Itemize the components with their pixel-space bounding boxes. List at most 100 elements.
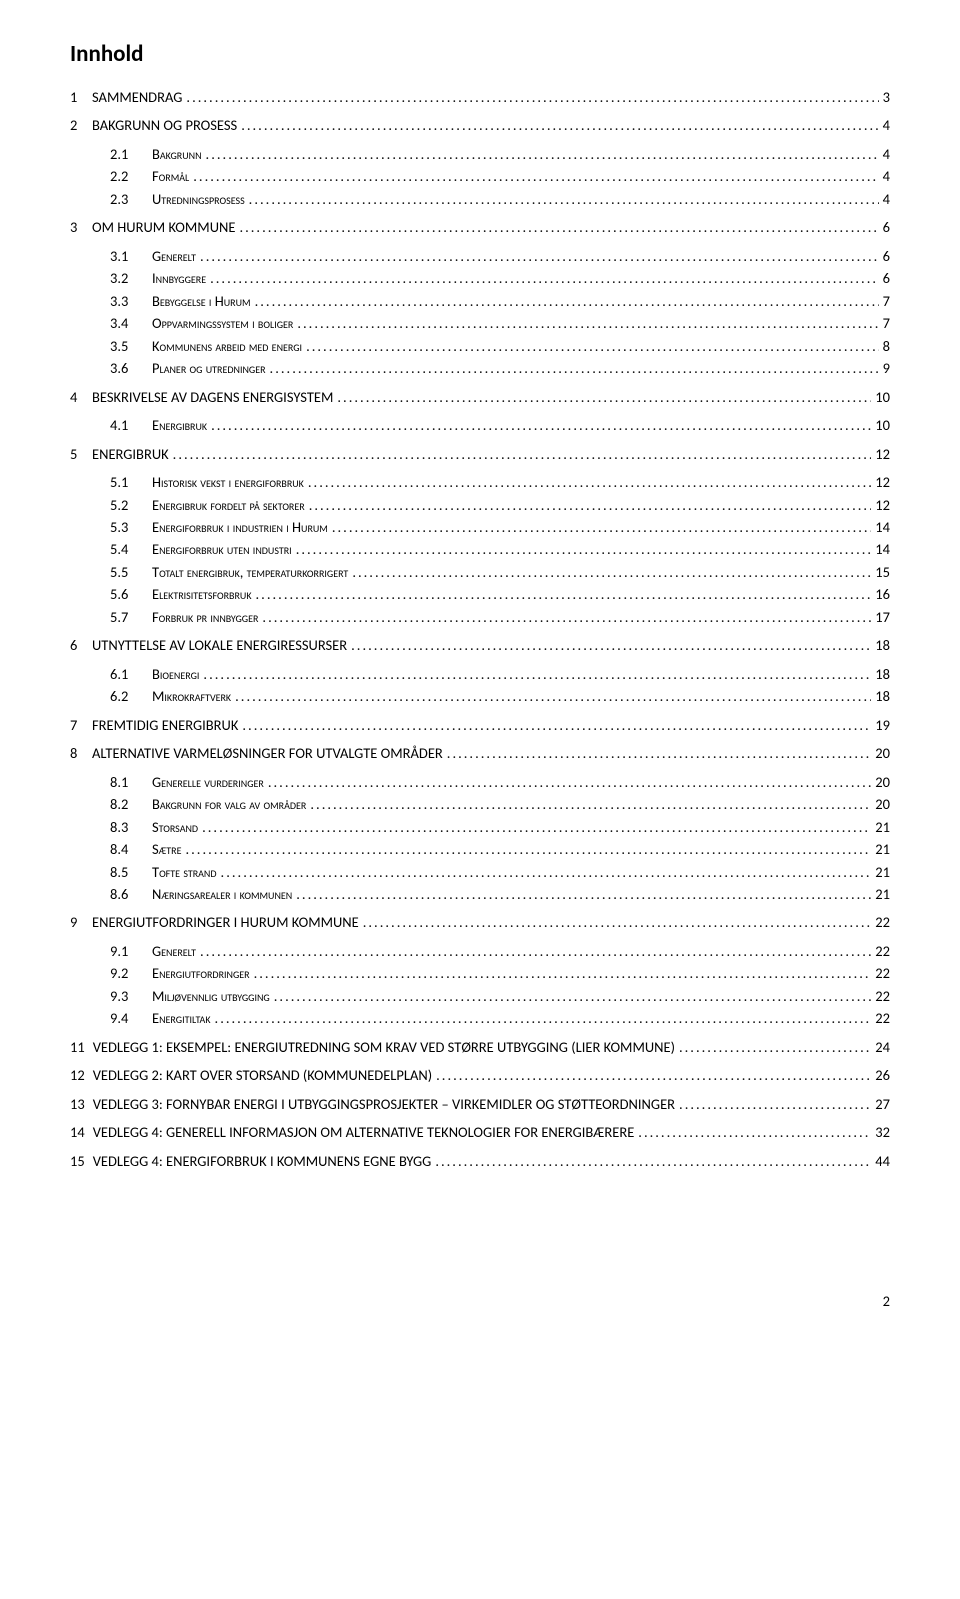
toc-entry-page: 18	[871, 663, 890, 685]
toc-entry-number: 5.4	[110, 538, 152, 560]
toc-entry-page: 20	[871, 793, 890, 815]
toc-dot-leader	[304, 471, 871, 493]
toc-entry-number: 7	[70, 714, 92, 736]
toc-entry: 3.5Kommunens arbeid med energi8	[110, 335, 890, 357]
toc-entry-label: Innbyggere	[152, 267, 206, 289]
toc-entry: 9ENERGIUTFORDRINGER I HURUM KOMMUNE 22	[70, 911, 890, 933]
toc-entry-number: 6	[70, 634, 92, 656]
toc-entry-number: 13	[70, 1093, 93, 1115]
toc-entry-label: ENERGIUTFORDRINGER I HURUM KOMMUNE	[92, 911, 359, 933]
toc-entry-label: Storsand	[152, 816, 198, 838]
toc-dot-leader	[211, 1007, 872, 1029]
toc-dot-leader	[432, 1064, 871, 1086]
toc-entry: 13VEDLEGG 3: FORNYBAR ENERGI I UTBYGGING…	[70, 1093, 890, 1115]
toc-entry-number: 3.6	[110, 357, 152, 379]
toc-entry-page: 14	[871, 516, 890, 538]
toc-entry-number: 14	[70, 1121, 93, 1143]
toc-entry-label: BESKRIVELSE AV DAGENS ENERGISYSTEM	[92, 386, 333, 408]
toc-dot-leader	[305, 494, 872, 516]
toc-entry: 6.2Mikrokraftverk18	[110, 685, 890, 707]
toc-entry-number: 8.5	[110, 861, 152, 883]
toc-entry-page: 7	[879, 290, 890, 312]
toc-entry-page: 27	[871, 1093, 890, 1115]
toc-dot-leader	[348, 561, 871, 583]
toc-entry-number: 5.5	[110, 561, 152, 583]
toc-entry: 4BESKRIVELSE AV DAGENS ENERGISYSTEM10	[70, 386, 890, 408]
toc-entry: 8.2Bakgrunn for valg av områder 20	[110, 793, 890, 815]
toc-entry-label: Utredningsprosess	[152, 188, 245, 210]
toc-entry: 6UTNYTTELSE AV LOKALE ENERGIRESSURSER18	[70, 634, 890, 656]
toc-entry: 2BAKGRUNN OG PROSESS4	[70, 114, 890, 136]
table-of-contents: 1SAMMENDRAG32BAKGRUNN OG PROSESS42.1Bakg…	[70, 86, 890, 1172]
toc-dot-leader	[292, 538, 872, 560]
toc-entry: 3.3Bebyggelse i Hurum7	[110, 290, 890, 312]
toc-entry-label: Energiforbruk uten industri	[152, 538, 292, 560]
toc-entry-number: 3	[70, 216, 92, 238]
toc-title: Innhold	[70, 40, 890, 68]
toc-entry-label: OM HURUM KOMMUNE	[92, 216, 235, 238]
toc-entry: 5.4Energiforbruk uten industri 14	[110, 538, 890, 560]
toc-entry: 1SAMMENDRAG3	[70, 86, 890, 108]
toc-entry-label: Planer og utredninger	[152, 357, 266, 379]
toc-entry: 8.3Storsand21	[110, 816, 890, 838]
toc-entry-page: 7	[879, 312, 890, 334]
toc-entry-page: 10	[871, 414, 890, 436]
toc-entry-number: 9.4	[110, 1007, 152, 1029]
toc-dot-leader	[293, 312, 878, 334]
toc-entry-number: 9.3	[110, 985, 152, 1007]
toc-entry-page: 18	[871, 685, 890, 707]
toc-entry-number: 8.3	[110, 816, 152, 838]
toc-entry-page: 19	[871, 714, 890, 736]
toc-entry-number: 9	[70, 911, 92, 933]
toc-entry-page: 22	[871, 985, 890, 1007]
toc-entry: 2.1Bakgrunn4	[110, 143, 890, 165]
toc-entry-page: 9	[879, 357, 890, 379]
toc-entry-label: UTNYTTELSE AV LOKALE ENERGIRESSURSER	[92, 634, 347, 656]
toc-dot-leader	[328, 516, 871, 538]
toc-entry-page: 6	[879, 245, 890, 267]
toc-entry-label: FREMTIDIG ENERGIBRUK	[92, 714, 238, 736]
toc-entry: 5ENERGIBRUK12	[70, 443, 890, 465]
toc-dot-leader	[302, 335, 879, 357]
toc-dot-leader	[196, 245, 879, 267]
toc-entry: 5.7Forbruk pr innbygger17	[110, 606, 890, 628]
toc-entry: 5.3Energiforbruk i industrien i Hurum14	[110, 516, 890, 538]
toc-entry-number: 3.1	[110, 245, 152, 267]
toc-entry-number: 5	[70, 443, 92, 465]
toc-entry-page: 14	[871, 538, 890, 560]
toc-entry-page: 22	[871, 911, 890, 933]
toc-entry-page: 15	[871, 561, 890, 583]
toc-dot-leader	[207, 414, 871, 436]
toc-dot-leader	[264, 771, 871, 793]
toc-entry: 11VEDLEGG 1: EKSEMPEL: ENERGIUTREDNING S…	[70, 1036, 890, 1058]
toc-entry: 15VEDLEGG 4: ENERGIFORBRUK I KOMMUNENS E…	[70, 1150, 890, 1172]
toc-dot-leader	[245, 188, 879, 210]
toc-entry-label: Bebyggelse i Hurum	[152, 290, 251, 312]
toc-dot-leader	[182, 86, 878, 108]
toc-dot-leader	[347, 634, 871, 656]
toc-entry: 3OM HURUM KOMMUNE6	[70, 216, 890, 238]
toc-entry: 8.1Generelle vurderinger20	[110, 771, 890, 793]
toc-entry-number: 6.2	[110, 685, 152, 707]
toc-entry: 4.1Energibruk10	[110, 414, 890, 436]
toc-entry-number: 8	[70, 742, 92, 764]
toc-entry: 5.2Energibruk fordelt på sektorer12	[110, 494, 890, 516]
toc-entry: 9.4Energitiltak22	[110, 1007, 890, 1029]
toc-entry-number: 2.1	[110, 143, 152, 165]
toc-entry-page: 12	[871, 471, 890, 493]
toc-entry-label: Energiutfordringer	[152, 962, 250, 984]
toc-entry: 7FREMTIDIG ENERGIBRUK 19	[70, 714, 890, 736]
toc-entry-number: 3.5	[110, 335, 152, 357]
toc-entry-label: ENERGIBRUK	[92, 443, 169, 465]
toc-entry-page: 8	[879, 335, 890, 357]
toc-entry: 9.1Generelt22	[110, 940, 890, 962]
toc-entry-number: 8.2	[110, 793, 152, 815]
toc-entry-number: 3.4	[110, 312, 152, 334]
toc-entry-label: Energitiltak	[152, 1007, 211, 1029]
toc-entry-page: 6	[879, 267, 890, 289]
toc-entry: 5.6Elektrisitetsforbruk16	[110, 583, 890, 605]
toc-dot-leader	[231, 685, 871, 707]
toc-entry-number: 15	[70, 1150, 93, 1172]
toc-entry-number: 5.6	[110, 583, 152, 605]
toc-entry-label: Bakgrunn for valg av områder	[152, 793, 306, 815]
